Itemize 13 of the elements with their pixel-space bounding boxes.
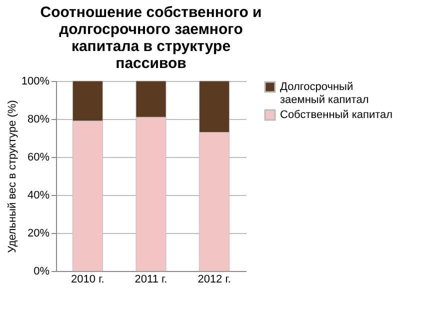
legend-label: Долгосрочный заемный капитал	[280, 81, 369, 106]
y-tick-label: 80%	[27, 114, 50, 126]
y-tick-label: 40%	[27, 190, 50, 202]
legend-label: Собственный капитал	[280, 109, 393, 121]
y-tick-label: 100%	[21, 76, 50, 88]
y-axis-title: Удельный вес в структуре (%)	[6, 100, 18, 253]
x-tick-label: 2012 г.	[198, 274, 231, 286]
x-tick-label: 2011 г.	[134, 274, 168, 286]
chart-title: Соотношение собственного и долгосрочного заемного капитала в структуре пассивов	[40, 4, 262, 72]
y-tick-label: 60%	[27, 152, 50, 164]
y-tick-label: 0%	[34, 266, 50, 278]
y-tick-label: 20%	[27, 228, 50, 240]
x-tick-label: 2010 г.	[71, 274, 104, 286]
